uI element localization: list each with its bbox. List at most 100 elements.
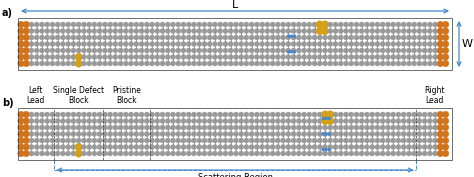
- Circle shape: [197, 125, 202, 130]
- Circle shape: [375, 48, 380, 53]
- Circle shape: [233, 48, 238, 53]
- Circle shape: [223, 132, 228, 136]
- Circle shape: [39, 132, 45, 136]
- Circle shape: [55, 144, 60, 150]
- Circle shape: [108, 144, 113, 150]
- Circle shape: [71, 144, 76, 150]
- Circle shape: [406, 28, 411, 33]
- Circle shape: [155, 28, 160, 33]
- Circle shape: [97, 28, 102, 33]
- Circle shape: [249, 41, 254, 47]
- Circle shape: [380, 144, 385, 150]
- Circle shape: [181, 61, 186, 66]
- Circle shape: [270, 112, 275, 117]
- Circle shape: [50, 61, 55, 66]
- Circle shape: [45, 132, 50, 136]
- Circle shape: [128, 61, 134, 66]
- Circle shape: [160, 125, 165, 130]
- Circle shape: [128, 151, 134, 156]
- Circle shape: [228, 41, 233, 47]
- Circle shape: [442, 118, 449, 124]
- Circle shape: [422, 48, 427, 53]
- Circle shape: [18, 47, 24, 54]
- Circle shape: [82, 61, 86, 66]
- Circle shape: [181, 132, 186, 136]
- Circle shape: [380, 132, 385, 136]
- Circle shape: [433, 112, 438, 117]
- Circle shape: [349, 41, 354, 47]
- Circle shape: [18, 28, 24, 34]
- Circle shape: [97, 41, 102, 47]
- Circle shape: [71, 112, 76, 117]
- Circle shape: [338, 28, 343, 33]
- Circle shape: [428, 144, 432, 150]
- Circle shape: [333, 61, 338, 66]
- Circle shape: [406, 138, 411, 143]
- Circle shape: [385, 35, 391, 40]
- Circle shape: [113, 35, 118, 40]
- Circle shape: [60, 151, 65, 156]
- Circle shape: [202, 125, 207, 130]
- Circle shape: [359, 22, 364, 27]
- Circle shape: [301, 28, 307, 33]
- Circle shape: [123, 35, 128, 40]
- Circle shape: [134, 41, 139, 47]
- Circle shape: [328, 133, 330, 135]
- Circle shape: [66, 112, 71, 117]
- Circle shape: [401, 132, 406, 136]
- Circle shape: [312, 41, 317, 47]
- Circle shape: [108, 22, 113, 27]
- Circle shape: [322, 35, 328, 40]
- Circle shape: [380, 151, 385, 156]
- Circle shape: [349, 35, 354, 40]
- Circle shape: [437, 21, 444, 28]
- Circle shape: [160, 35, 165, 40]
- Circle shape: [82, 144, 86, 150]
- Circle shape: [238, 144, 244, 150]
- Circle shape: [260, 119, 264, 124]
- Circle shape: [118, 144, 123, 150]
- Circle shape: [328, 55, 333, 59]
- Circle shape: [181, 151, 186, 156]
- Circle shape: [202, 28, 207, 33]
- Circle shape: [160, 138, 165, 143]
- Circle shape: [128, 48, 134, 53]
- Circle shape: [197, 22, 202, 27]
- Circle shape: [139, 61, 144, 66]
- Circle shape: [370, 22, 374, 27]
- Circle shape: [354, 151, 359, 156]
- Circle shape: [160, 22, 165, 27]
- Circle shape: [144, 144, 149, 150]
- Circle shape: [375, 151, 380, 156]
- Circle shape: [123, 138, 128, 143]
- Circle shape: [18, 124, 24, 131]
- Circle shape: [286, 55, 291, 59]
- Circle shape: [270, 138, 275, 143]
- Circle shape: [385, 112, 391, 117]
- Circle shape: [291, 28, 296, 33]
- Circle shape: [60, 61, 65, 66]
- Circle shape: [29, 28, 34, 33]
- Circle shape: [244, 35, 249, 40]
- Circle shape: [249, 119, 254, 124]
- Circle shape: [181, 41, 186, 47]
- Circle shape: [23, 41, 29, 47]
- Circle shape: [385, 138, 391, 143]
- Circle shape: [82, 48, 86, 53]
- Circle shape: [118, 125, 123, 130]
- Circle shape: [228, 119, 233, 124]
- Circle shape: [317, 61, 322, 66]
- Circle shape: [401, 55, 406, 59]
- Circle shape: [296, 22, 301, 27]
- Circle shape: [228, 138, 233, 143]
- Circle shape: [66, 119, 71, 124]
- Circle shape: [108, 35, 113, 40]
- Circle shape: [34, 35, 39, 40]
- Circle shape: [375, 144, 380, 150]
- Circle shape: [165, 144, 170, 150]
- Circle shape: [328, 61, 333, 66]
- Circle shape: [71, 55, 76, 59]
- Circle shape: [260, 35, 264, 40]
- Circle shape: [344, 48, 348, 53]
- Circle shape: [322, 133, 324, 135]
